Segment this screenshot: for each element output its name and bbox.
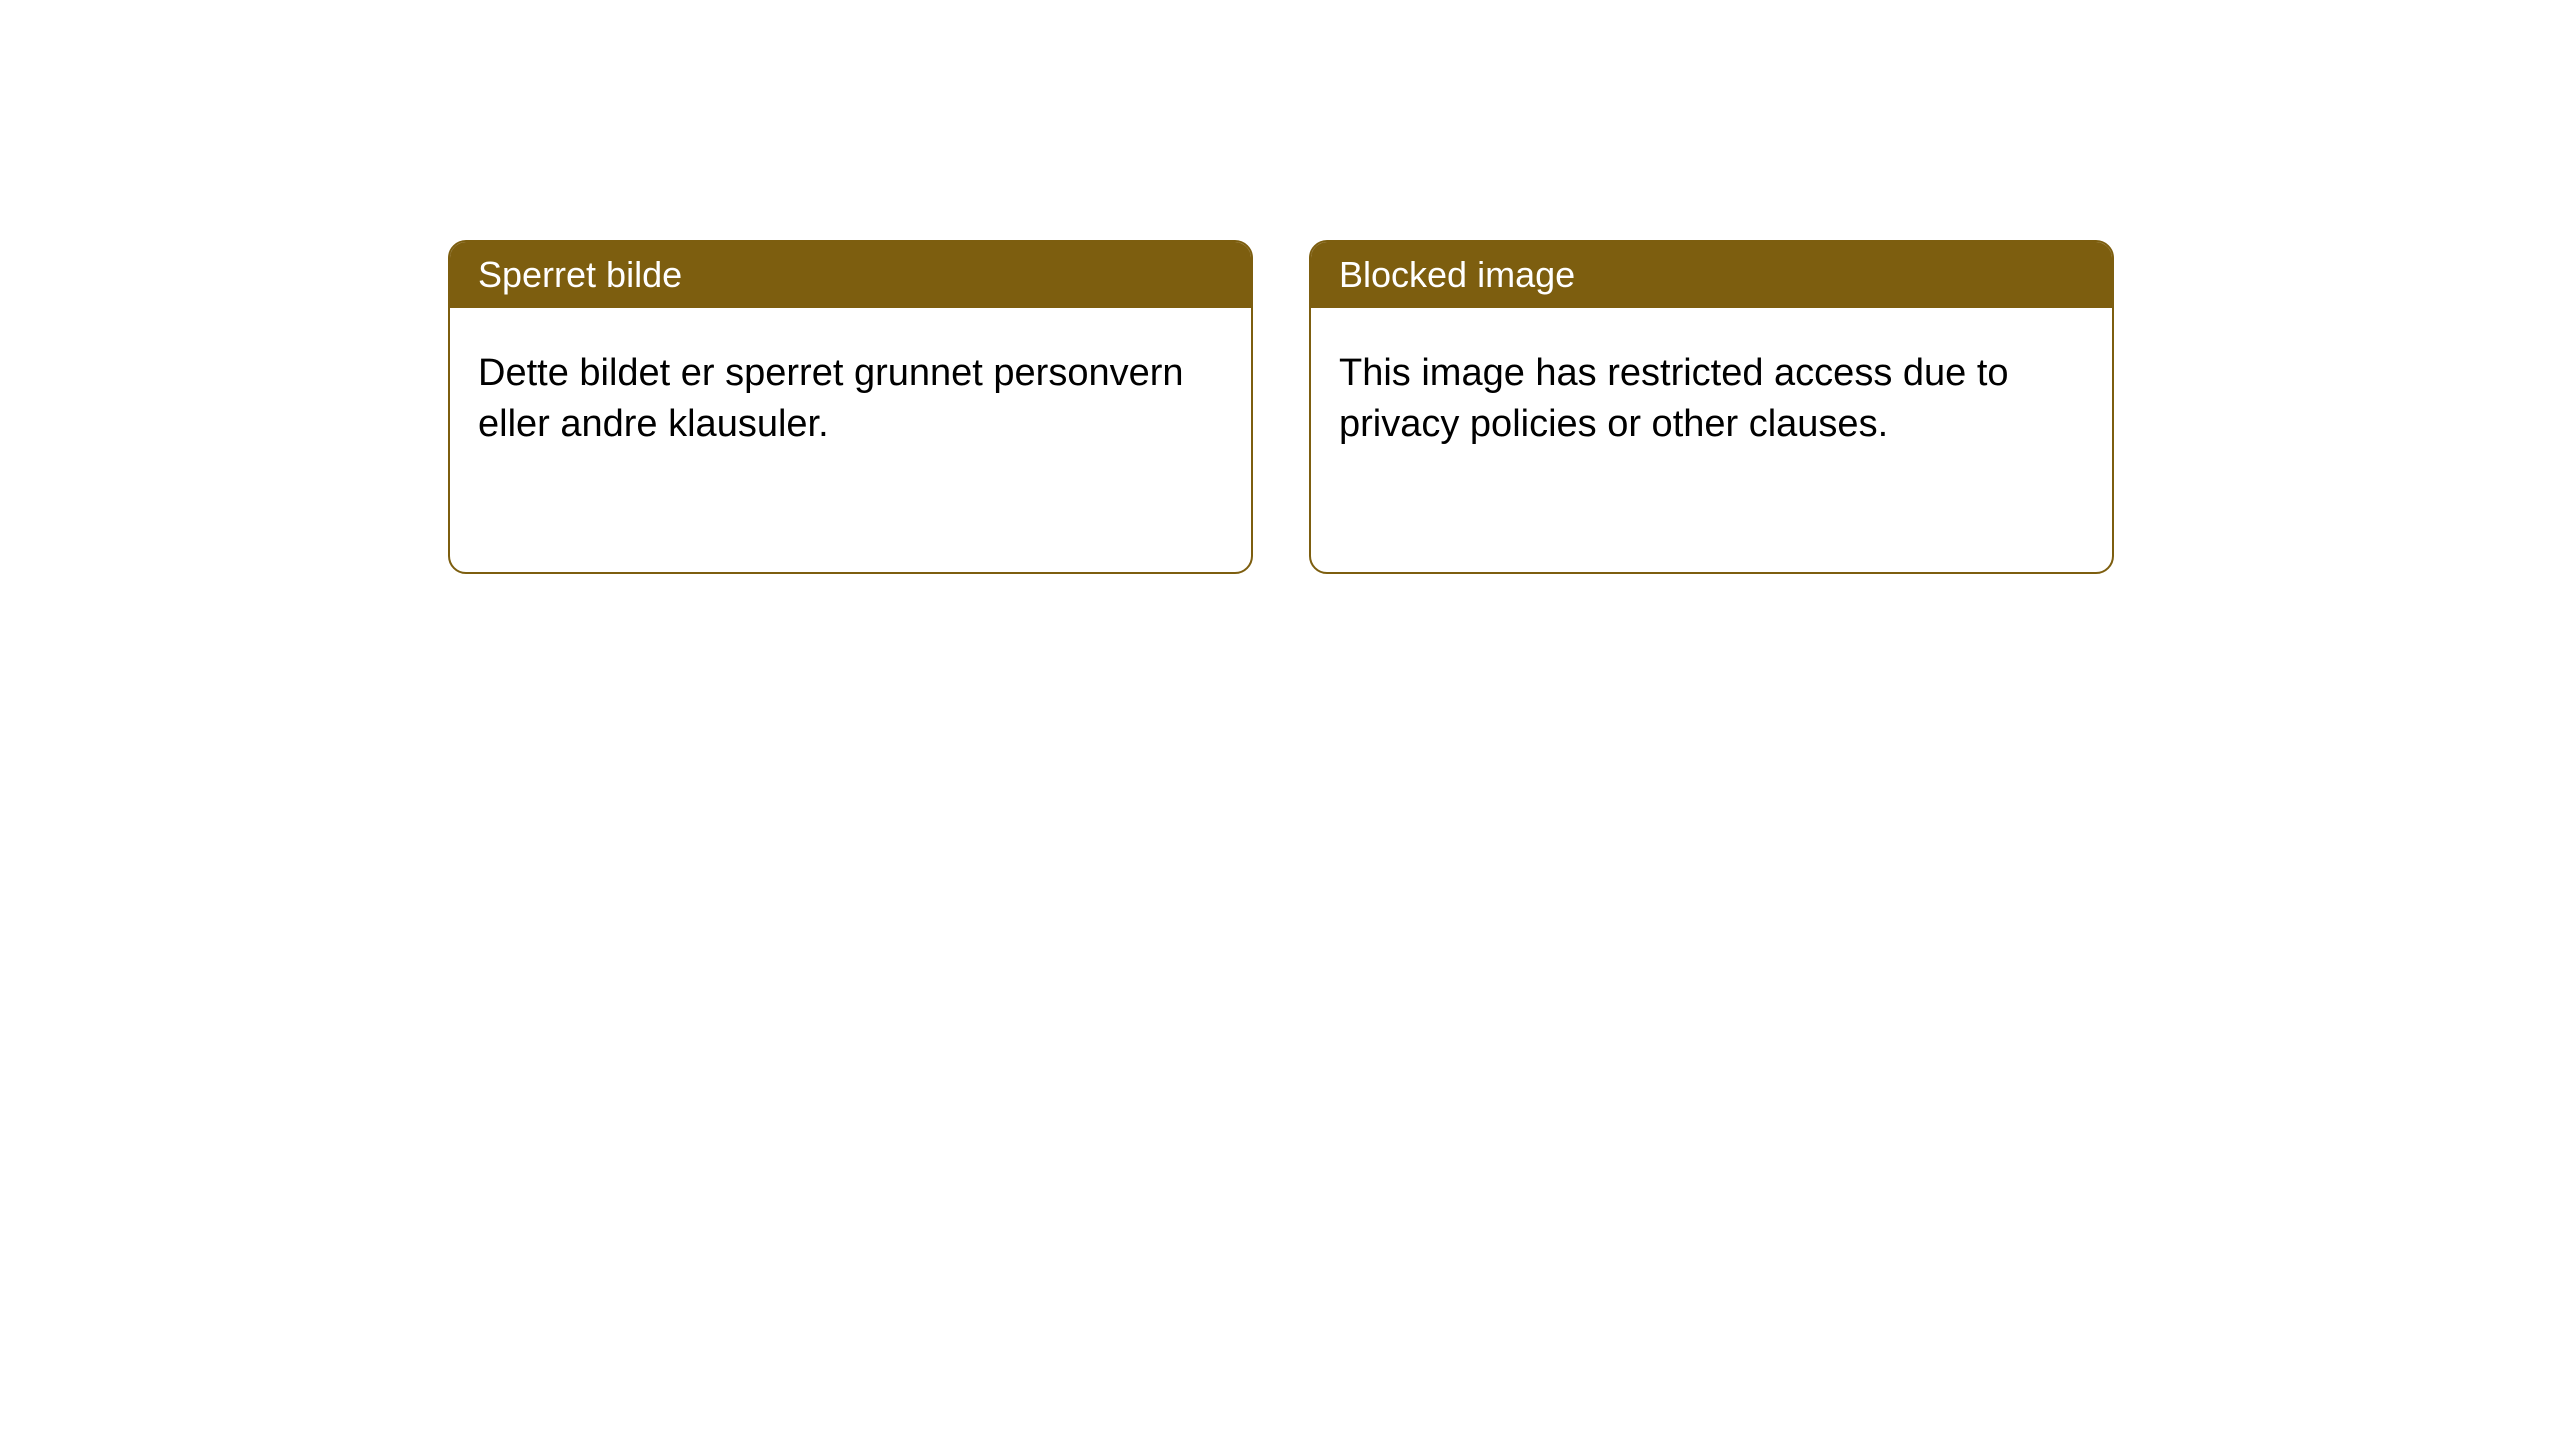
notice-card-english: Blocked image This image has restricted … xyxy=(1309,240,2114,574)
notice-card-norwegian: Sperret bilde Dette bildet er sperret gr… xyxy=(448,240,1253,574)
card-message: Dette bildet er sperret grunnet personve… xyxy=(478,352,1184,445)
card-header: Sperret bilde xyxy=(450,242,1251,308)
card-message: This image has restricted access due to … xyxy=(1339,352,2009,445)
card-body: This image has restricted access due to … xyxy=(1311,308,2112,491)
card-body: Dette bildet er sperret grunnet personve… xyxy=(450,308,1251,491)
card-header: Blocked image xyxy=(1311,242,2112,308)
card-title: Blocked image xyxy=(1339,254,1575,295)
card-title: Sperret bilde xyxy=(478,254,682,295)
notice-cards-container: Sperret bilde Dette bildet er sperret gr… xyxy=(448,240,2114,574)
